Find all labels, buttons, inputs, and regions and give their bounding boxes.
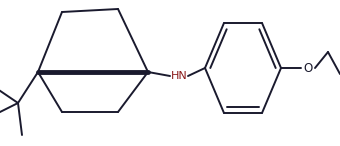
Text: HN: HN [171, 71, 187, 81]
Text: O: O [303, 61, 312, 74]
